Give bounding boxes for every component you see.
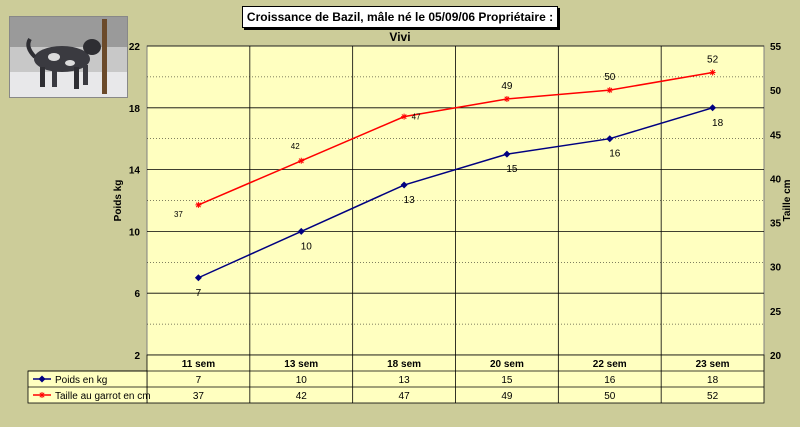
y2-tick-label: 25: [770, 307, 782, 318]
data-label: 18: [712, 118, 724, 129]
y2-tick-label: 50: [770, 86, 782, 97]
data-point-height: [606, 87, 613, 94]
dog-photo-image: [10, 17, 127, 97]
data-point-weight: [503, 150, 511, 158]
x-category-label: 20 sem: [490, 359, 524, 370]
table-cell: 16: [604, 375, 616, 386]
y-tick-label: 18: [129, 104, 141, 115]
data-label: 50: [604, 72, 616, 83]
table-cell: 18: [707, 375, 719, 386]
data-label: 15: [506, 164, 518, 175]
data-label: 49: [501, 81, 513, 92]
y2-tick-label: 55: [770, 42, 782, 53]
y2-tick-label: 45: [770, 130, 782, 141]
data-label: 13: [404, 195, 416, 206]
data-label: 7: [196, 288, 202, 299]
y2-axis-title: Taille cm: [782, 179, 793, 221]
x-category-label: 13 sem: [284, 359, 318, 370]
x-category-label: 23 sem: [696, 359, 730, 370]
y2-tick-label: 30: [770, 263, 782, 274]
table-cell: 15: [501, 375, 513, 386]
table-cell: 13: [399, 375, 411, 386]
y2-tick-label: 40: [770, 174, 782, 185]
y-axis-title: Poids kg: [113, 180, 124, 222]
data-label: 42: [291, 142, 300, 151]
legend-label-2: Taille au garrot en cm: [55, 391, 151, 402]
y-tick-label: 6: [134, 289, 140, 300]
table-cell: 10: [296, 375, 308, 386]
y2-tick-label: 20: [770, 351, 782, 362]
data-point-weight: [297, 227, 305, 235]
legend-label-1: Poids en kg: [55, 375, 107, 386]
x-category-label: 18 sem: [387, 359, 421, 370]
table-cell: 42: [296, 391, 308, 402]
table-cell: 7: [196, 375, 202, 386]
table-cell: 52: [707, 391, 719, 402]
data-point-weight: [606, 135, 614, 143]
table-cell: 37: [193, 391, 205, 402]
dog-photo: [9, 16, 128, 98]
data-point-height: [401, 113, 408, 120]
data-label: 10: [301, 241, 313, 252]
x-category-label: 11 sem: [182, 359, 215, 370]
chart-title: Croissance de Bazil, mâle né le 05/09/06…: [242, 6, 558, 44]
x-category-label: 22 sem: [593, 359, 627, 370]
data-point-weight: [194, 274, 202, 282]
data-point-height: [503, 95, 510, 102]
data-label: 47: [412, 113, 421, 122]
y-tick-label: 22: [129, 42, 141, 53]
data-point-height: [709, 69, 716, 76]
data-label: 16: [609, 149, 621, 160]
y2-tick-label: 35: [770, 219, 782, 230]
data-point-weight: [400, 181, 408, 189]
data-point-height: [298, 157, 305, 164]
legend-marker-weight: [38, 375, 46, 383]
data-point-height: [195, 201, 202, 208]
y-tick-label: 14: [129, 166, 141, 177]
table-cell: 49: [501, 391, 513, 402]
table-cell: 47: [399, 391, 411, 402]
data-label: 52: [707, 54, 719, 65]
y-tick-label: 2: [134, 351, 140, 362]
y-tick-label: 10: [129, 227, 141, 238]
series-line-1: [198, 107, 713, 279]
table-cell: 50: [604, 391, 616, 402]
legend-marker-height: [39, 392, 45, 398]
series-line-2: [198, 71, 713, 206]
data-label: 37: [174, 210, 183, 219]
data-point-weight: [709, 104, 717, 112]
